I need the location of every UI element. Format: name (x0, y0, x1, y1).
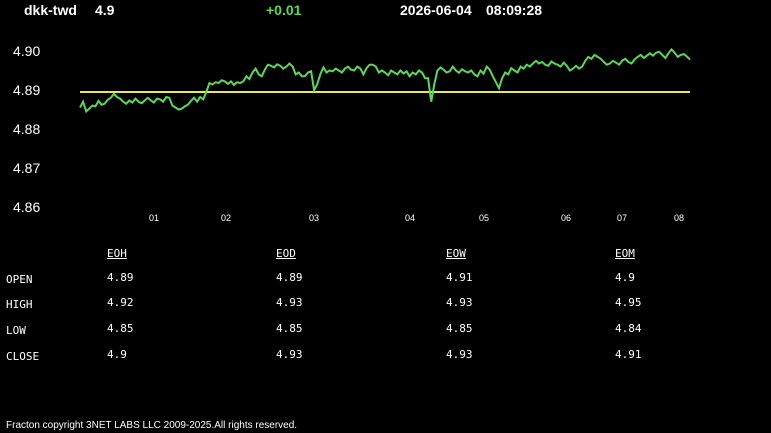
price-change: +0.01 (266, 2, 302, 18)
y-tick-label: 4.88 (13, 121, 40, 137)
table-cell: 4.91 (615, 348, 642, 361)
x-tick-label: 06 (561, 213, 571, 223)
y-tick-label: 4.89 (13, 82, 40, 98)
currency-pair: dkk-twd (24, 2, 77, 18)
x-tick-label: 08 (674, 213, 684, 223)
table-cell: 4.9 (107, 348, 127, 361)
row-label-high: HIGH (6, 298, 33, 311)
row-label-close: CLOSE (6, 350, 40, 363)
price-series-line (79, 47, 691, 114)
table-cell: 4.93 (276, 348, 303, 361)
table-cell: 4.9 (615, 271, 635, 284)
column-header-eow: EOW (446, 247, 466, 260)
table-cell: 4.85 (446, 322, 473, 335)
table-cell: 4.91 (446, 271, 473, 284)
column-header-eoh: EOH (107, 247, 127, 260)
y-tick-label: 4.86 (13, 199, 40, 215)
x-tick-label: 01 (149, 213, 159, 223)
x-tick-label: 05 (479, 213, 489, 223)
row-label-low: LOW (6, 324, 26, 337)
column-header-eod: EOD (276, 247, 296, 260)
quote-date: 2026-06-04 (400, 2, 472, 18)
x-tick-label: 03 (309, 213, 319, 223)
quote-time: 08:09:28 (486, 2, 543, 18)
table-cell: 4.93 (446, 348, 473, 361)
row-label-open: OPEN (6, 273, 33, 286)
y-tick-label: 4.87 (13, 160, 40, 176)
column-header-eom: EOM (615, 247, 635, 260)
table-cell: 4.89 (276, 271, 303, 284)
current-price: 4.9 (95, 2, 115, 18)
x-tick-label: 02 (221, 213, 231, 223)
x-tick-label: 04 (405, 213, 415, 223)
table-cell: 4.93 (446, 296, 473, 309)
table-cell: 4.89 (107, 271, 134, 284)
table-cell: 4.93 (276, 296, 303, 309)
table-cell: 4.85 (107, 322, 134, 335)
price-chart: 4.90 4.89 4.88 4.87 4.86 01 02 03 04 05 06 07 08 (13, 43, 691, 223)
table-cell: 4.95 (615, 296, 642, 309)
table-cell: 4.84 (615, 322, 642, 335)
x-tick-label: 07 (617, 213, 627, 223)
y-tick-label: 4.90 (13, 43, 40, 59)
copyright-footer: Fracton copyright 3NET LABS LLC 2009-202… (6, 420, 298, 431)
table-cell: 4.92 (107, 296, 134, 309)
table-cell: 4.85 (276, 322, 303, 335)
